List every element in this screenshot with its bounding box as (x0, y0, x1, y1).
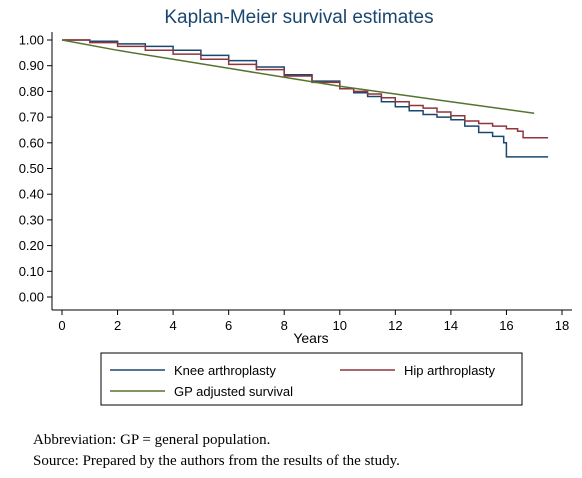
y-tick-label: 0.20 (19, 238, 44, 253)
x-tick-label: 16 (499, 318, 513, 333)
x-tick-label: 18 (555, 318, 569, 333)
x-axis-label: Years (293, 330, 328, 346)
y-tick-label: 0.40 (19, 187, 44, 202)
x-tick-label: 10 (333, 318, 347, 333)
x-tick-label: 4 (169, 318, 176, 333)
legend-label-knee: Knee arthroplasty (174, 363, 276, 378)
survival-chart: Kaplan-Meier survival estimates 0.00 0.10… (18, 7, 572, 406)
y-tick-label: 0.60 (19, 135, 44, 150)
legend-label-hip: Hip arthroplasty (404, 363, 496, 378)
x-tick-label: 0 (58, 318, 65, 333)
y-tick-label: 0.90 (19, 58, 44, 73)
x-axis-ticks: 0 2 4 6 8 10 12 14 16 18 (58, 310, 569, 333)
y-axis-ticks: 0.00 0.10 0.20 0.30 0.40 0.50 0.60 0.70 0.80 0.90… (19, 33, 52, 305)
y-tick-label: 0.00 (19, 290, 44, 305)
footnote-abbreviation: Abbreviation: GP = general population. (33, 432, 271, 448)
series-line-hip (62, 39, 549, 139)
x-tick-label: 14 (444, 318, 458, 333)
y-tick-label: 0.70 (19, 110, 44, 125)
y-tick-label: 1.00 (19, 33, 44, 48)
y-tick-label: 0.30 (19, 212, 44, 227)
legend-label-gp: GP adjusted survival (174, 384, 293, 399)
x-tick-label: 8 (281, 318, 288, 333)
series-layer (61, 39, 549, 158)
plot-area (52, 32, 572, 310)
series-line-gp (61, 39, 535, 114)
footnote-source: Source: Prepared by the authors from the… (33, 453, 400, 469)
y-tick-label: 0.50 (19, 161, 44, 176)
y-tick-label: 0.10 (19, 264, 44, 279)
y-tick-label: 0.80 (19, 84, 44, 99)
x-tick-label: 2 (114, 318, 121, 333)
legend-box (100, 352, 523, 406)
x-tick-label: 12 (388, 318, 402, 333)
x-tick-label: 6 (225, 318, 232, 333)
chart-title: Kaplan-Meier survival estimates (164, 7, 433, 28)
